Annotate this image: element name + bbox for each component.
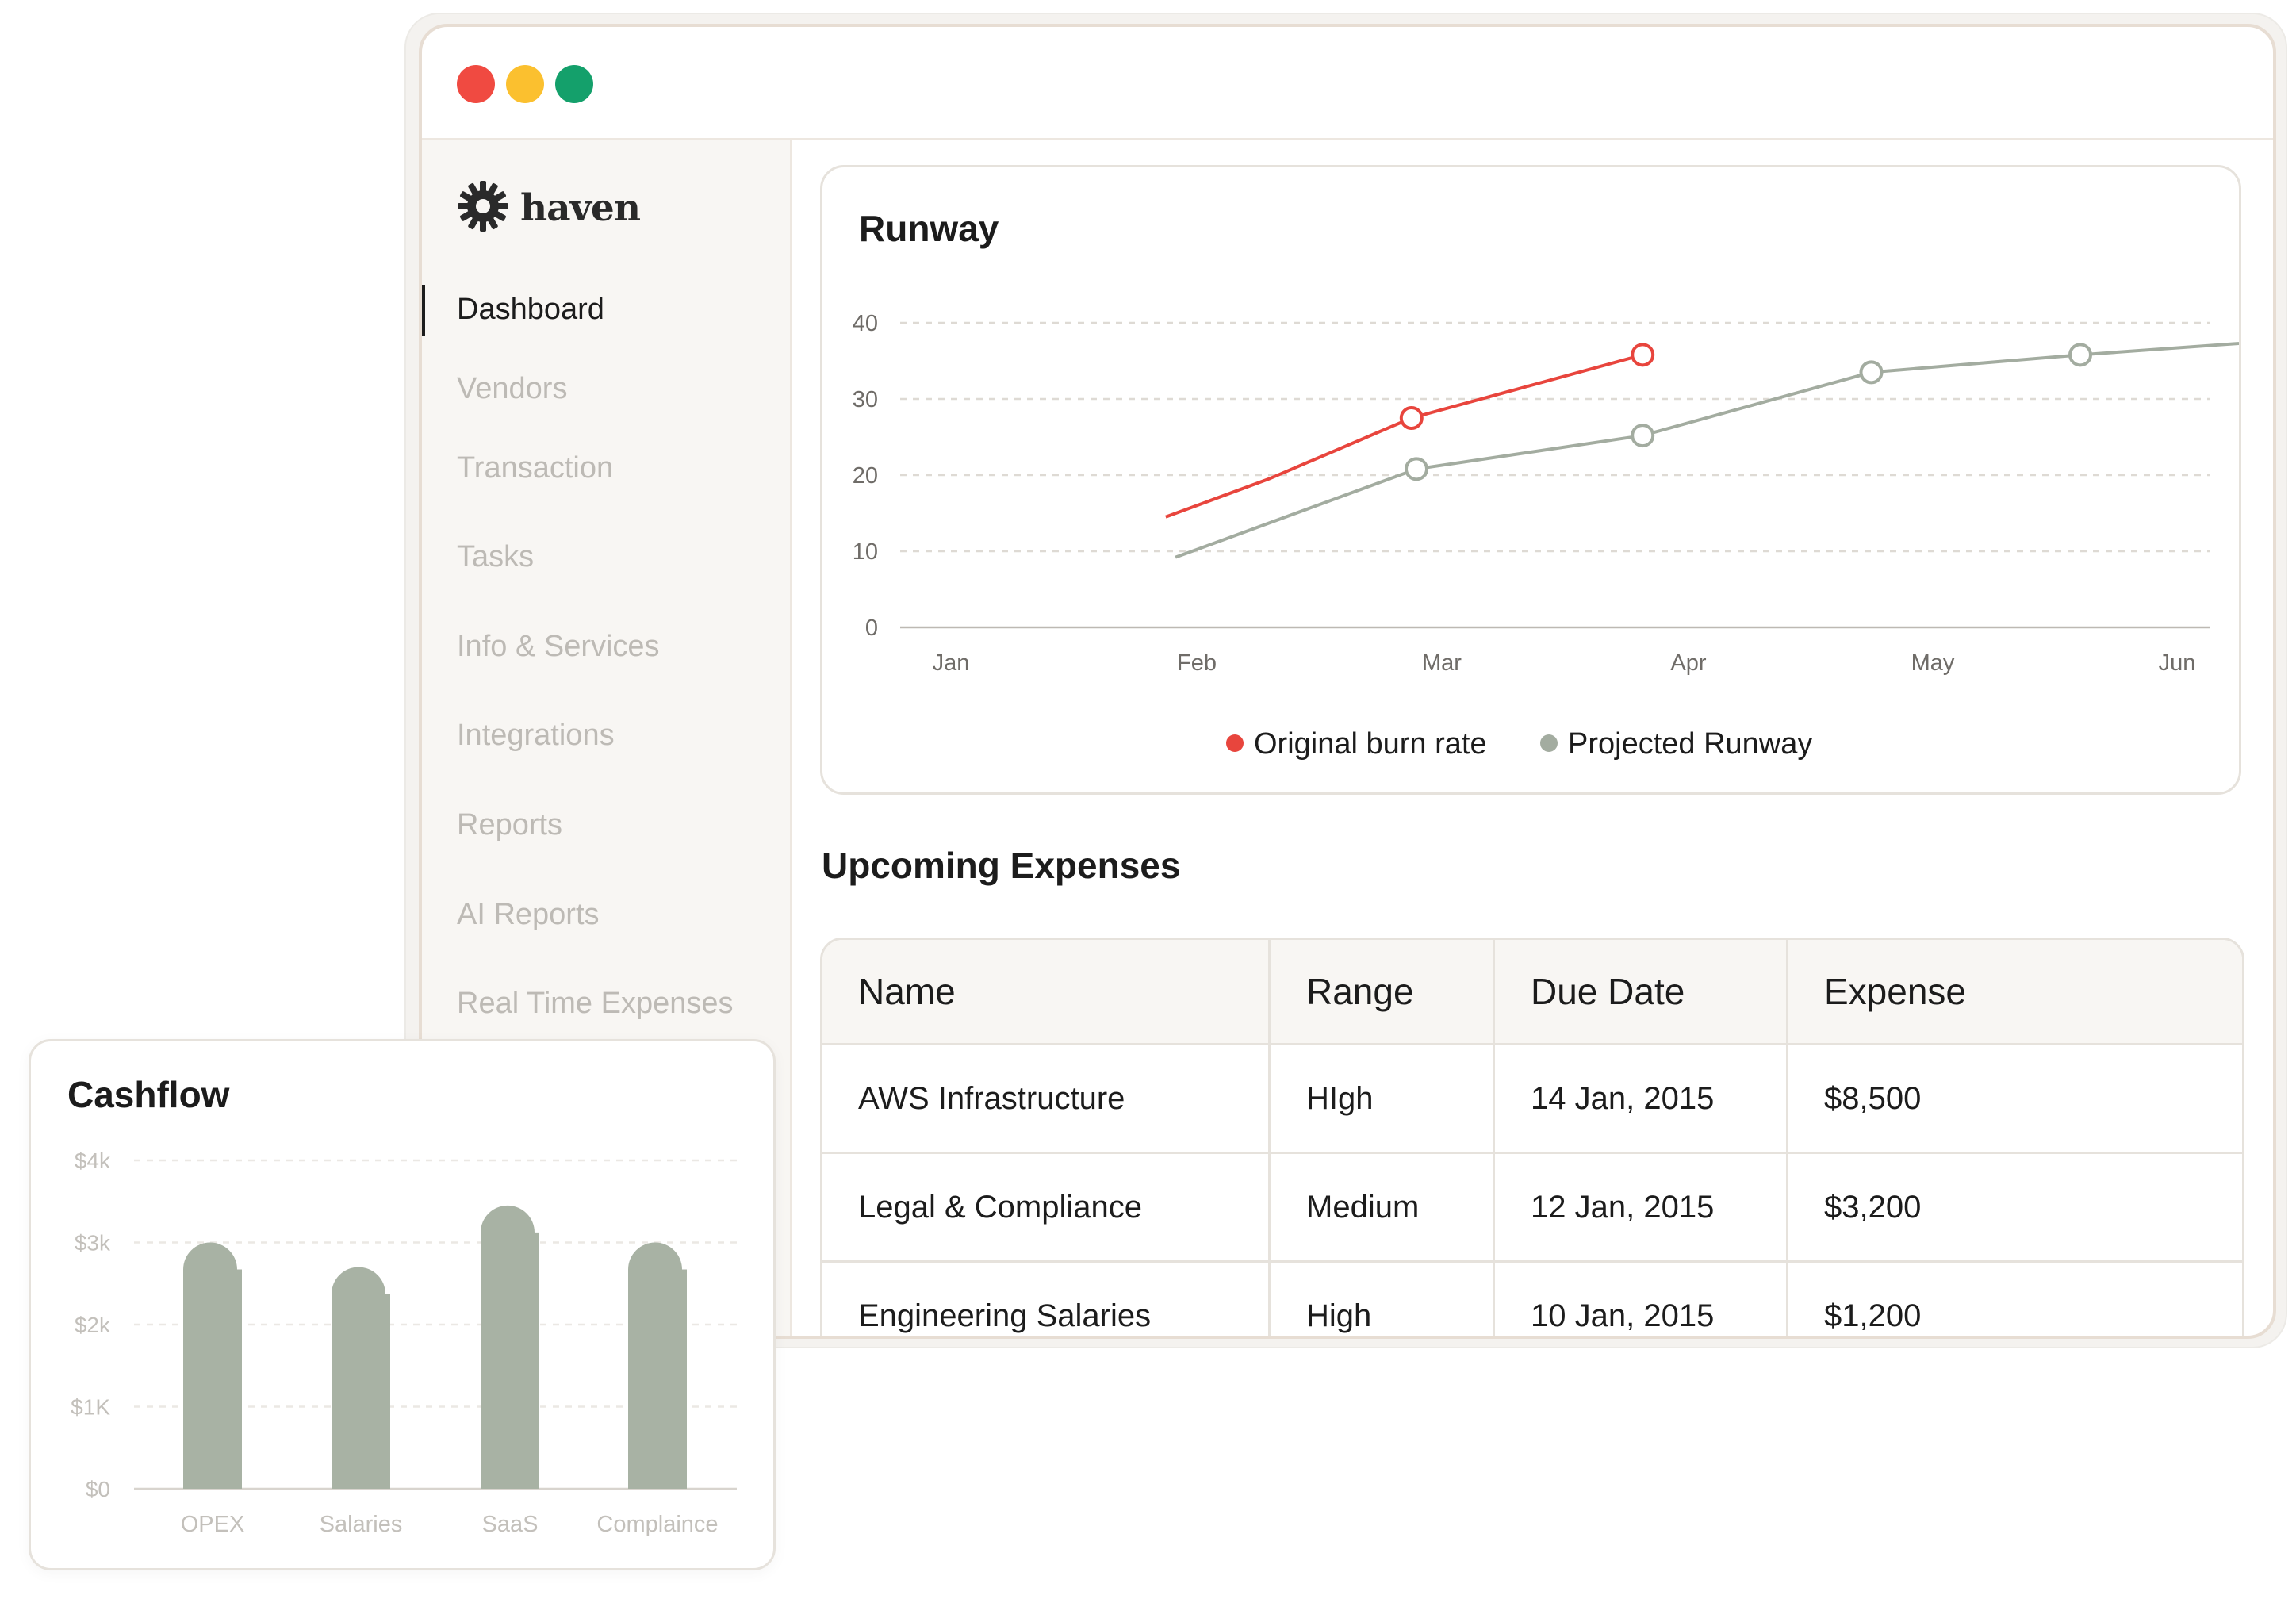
runway-chart: 0 10 20 30 40 Jan Feb Mar Apr May Jun Original burn… <box>853 311 2239 761</box>
sidebar-item-dashboard[interactable]: Dashboard <box>457 293 604 326</box>
column-header-expense[interactable]: Expense <box>1824 971 1967 1012</box>
legend-label-burn-rate: Original burn rate <box>1254 727 1487 761</box>
runway-card: Runway 0 10 20 30 40 Jan Feb Mar Apr May Jun Origin… <box>820 165 2241 795</box>
brand-logo[interactable]: haven <box>455 178 641 238</box>
y-tick-label: $2k <box>75 1313 111 1337</box>
y-tick-label: $1K <box>71 1395 110 1420</box>
cell-range: Medium <box>1271 1154 1495 1260</box>
minimize-window-button[interactable] <box>506 65 544 103</box>
close-window-button[interactable] <box>457 65 495 103</box>
projected-runway-point <box>1859 360 1884 385</box>
legend-marker-burn-rate <box>1226 734 1244 752</box>
cell-name: Legal & Compliance <box>822 1154 1271 1260</box>
x-tick-label: OPEX <box>181 1512 245 1537</box>
cell-expense: $8,500 <box>1824 1080 1922 1116</box>
y-tick-label: 20 <box>853 463 878 489</box>
y-tick-label: $4k <box>75 1148 111 1173</box>
x-tick-label: Salaries <box>320 1512 403 1537</box>
maximize-window-button[interactable] <box>555 65 593 103</box>
cell-expense: $3,200 <box>1824 1189 1922 1225</box>
table-row[interactable]: Engineering Salaries High 10 Jan, 2015 $… <box>822 1263 2242 1336</box>
x-tick-label: Apr <box>1670 650 1706 676</box>
active-nav-indicator <box>422 285 425 336</box>
cell-range: HIgh <box>1271 1045 1495 1152</box>
expenses-table: Name Range Due Date Expense AWS Infrastr… <box>820 938 2244 1336</box>
burn-rate-point <box>1631 343 1655 367</box>
cell-due-date: 12 Jan, 2015 <box>1495 1154 1788 1260</box>
column-header-range[interactable]: Range <box>1271 940 1495 1043</box>
bar-complaince <box>628 1242 687 1489</box>
cashflow-chart: $0 $1K $2k $3k $4k OPEX Salaries SaaS Complaince <box>71 1148 737 1537</box>
projected-runway-point <box>1631 424 1655 448</box>
bar-salaries <box>332 1267 390 1489</box>
x-tick-label: Complaince <box>596 1512 718 1537</box>
x-tick-label: Jun <box>2159 650 2196 676</box>
brand-name: haven <box>520 186 641 230</box>
bar-opex <box>183 1242 242 1489</box>
x-tick-label: Mar <box>1422 650 1462 676</box>
sidebar-item-info-services[interactable]: Info & Services <box>457 630 660 663</box>
y-tick-label: 40 <box>853 311 878 336</box>
y-tick-label: 0 <box>865 615 878 641</box>
bar-saas <box>481 1205 539 1489</box>
cell-due-date: 10 Jan, 2015 <box>1495 1263 1788 1336</box>
cell-name: Engineering Salaries <box>822 1263 1271 1336</box>
sidebar-item-vendors[interactable]: Vendors <box>457 372 568 405</box>
burn-rate-point <box>1399 406 1424 430</box>
title-bar <box>422 27 2273 140</box>
upcoming-expenses-title: Upcoming Expenses <box>822 845 1181 886</box>
cashflow-title: Cashflow <box>67 1074 230 1115</box>
cashflow-card: Cashflow $0 $1K $2k $3k $4k OPEX Salaries SaaS C… <box>29 1039 776 1570</box>
projected-runway-point <box>2068 343 2092 367</box>
sidebar-item-tasks[interactable]: Tasks <box>457 540 535 573</box>
cell-due-date: 14 Jan, 2015 <box>1495 1045 1788 1152</box>
table-header-row: Name Range Due Date Expense <box>822 940 2242 1045</box>
cell-name: AWS Infrastructure <box>822 1045 1271 1152</box>
y-tick-label: $0 <box>86 1477 110 1501</box>
projected-runway-point <box>1405 457 1428 481</box>
sidebar-item-ai-reports[interactable]: AI Reports <box>457 898 600 931</box>
column-header-due-date[interactable]: Due Date <box>1495 940 1788 1043</box>
cell-range: High <box>1271 1263 1495 1336</box>
legend-label-projected-runway: Projected Runway <box>1568 727 1812 761</box>
sidebar-item-integrations[interactable]: Integrations <box>457 719 615 752</box>
y-tick-label: $3k <box>75 1231 111 1256</box>
burn-rate-line <box>1165 353 1643 519</box>
legend-marker-projected-runway <box>1540 734 1558 752</box>
y-tick-label: 30 <box>853 387 878 412</box>
runway-title: Runway <box>859 208 999 249</box>
y-tick-label: 10 <box>853 539 878 565</box>
table-row[interactable]: Legal & Compliance Medium 12 Jan, 2015 $… <box>822 1154 2242 1263</box>
x-tick-label: SaaS <box>482 1512 539 1537</box>
x-tick-label: Feb <box>1177 650 1217 676</box>
gear-sun-logo-icon <box>455 178 511 238</box>
x-tick-label: May <box>1911 650 1955 676</box>
sidebar-item-transaction[interactable]: Transaction <box>457 451 614 485</box>
sidebar-item-real-time-expenses[interactable]: Real Time Expenses <box>457 987 734 1020</box>
table-row[interactable]: AWS Infrastructure HIgh 14 Jan, 2015 $8,… <box>822 1045 2242 1154</box>
projected-runway-line <box>1175 341 2239 559</box>
cell-expense: $1,200 <box>1824 1298 1922 1333</box>
x-tick-label: Jan <box>933 650 970 676</box>
column-header-name[interactable]: Name <box>822 940 1271 1043</box>
sidebar-item-reports[interactable]: Reports <box>457 808 563 842</box>
